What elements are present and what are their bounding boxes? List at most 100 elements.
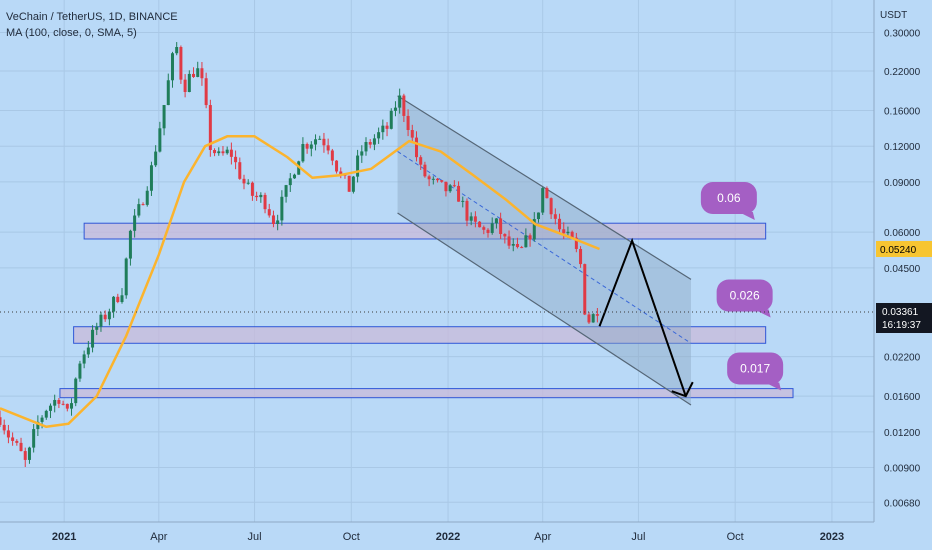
support-zone: [59, 388, 794, 399]
candle-body: [322, 138, 326, 146]
candle-body: [393, 107, 397, 111]
candle-body: [145, 190, 149, 205]
candle-body: [368, 142, 372, 145]
y-tick-label: 0.01200: [884, 428, 921, 439]
candle-body: [208, 105, 212, 151]
candle-body: [124, 258, 128, 296]
candle-body: [347, 175, 351, 192]
candle-body: [133, 215, 137, 231]
candle-body: [280, 196, 284, 221]
candle-body: [292, 174, 296, 179]
candle-body: [288, 178, 292, 186]
candle-body: [579, 248, 583, 265]
candle-body: [524, 235, 528, 248]
y-tick-label: 0.16000: [884, 107, 921, 118]
candle-body: [0, 417, 2, 425]
candle-body: [448, 185, 452, 192]
candle-body: [82, 354, 86, 364]
candle-body: [440, 180, 444, 182]
y-tick-label: 0.00680: [884, 498, 921, 509]
candle-body: [532, 219, 536, 240]
candle-body: [107, 311, 111, 320]
candle-body: [116, 296, 120, 303]
candle-body: [158, 128, 162, 152]
annotation-text: 0.026: [730, 289, 760, 303]
candle-body: [305, 144, 309, 149]
candle-body: [183, 79, 187, 93]
candle-body: [499, 218, 503, 235]
candle-body: [6, 430, 10, 438]
candle-body: [221, 151, 225, 154]
candle-body: [23, 451, 27, 460]
candle-body: [166, 80, 170, 106]
candle-body: [200, 68, 204, 79]
projection-path: [598, 237, 687, 397]
candle-body: [330, 150, 334, 161]
candle-body: [351, 176, 355, 192]
y-tick-label: 0.01600: [884, 392, 921, 403]
annotation-text: 0.017: [740, 361, 770, 375]
candle-body: [427, 176, 431, 180]
candle-body: [137, 204, 141, 216]
ma-price-tag: [876, 240, 932, 257]
current-price-text: 0.03361: [882, 307, 919, 318]
candle-body: [541, 188, 545, 213]
candle-body: [515, 244, 519, 248]
candle-body: [217, 151, 221, 154]
candle-body: [259, 194, 263, 198]
indicator-label[interactable]: MA (100, close, 0, SMA, 5): [6, 27, 137, 39]
candle-body: [99, 314, 103, 327]
candle-body: [444, 181, 448, 192]
candle-body: [473, 216, 477, 222]
candle-body: [553, 214, 557, 219]
candle-body: [70, 403, 74, 409]
candle-body: [326, 145, 330, 151]
annotation-bubble: [716, 279, 773, 312]
candle-body: [465, 200, 469, 221]
candle-body: [452, 185, 456, 187]
symbol-title[interactable]: VeChain / TetherUS, 1D, BINANCE: [6, 11, 178, 23]
candle-body: [65, 403, 69, 409]
x-tick-label: Oct: [727, 531, 744, 543]
annotation-bubble: [727, 352, 784, 385]
candle-body: [53, 399, 57, 406]
candle-body: [410, 130, 414, 138]
price-axis[interactable]: [874, 0, 932, 550]
candle-body: [61, 403, 65, 405]
candle-body: [32, 429, 36, 448]
countdown-text: 16:19:37: [882, 320, 921, 331]
candle-body: [591, 314, 595, 323]
annotation-text: 0.06: [717, 191, 741, 205]
candle-body: [175, 47, 179, 54]
candle-body: [213, 150, 217, 154]
x-tick-label: 2021: [52, 531, 76, 543]
candle-body: [263, 194, 267, 210]
candle-body: [545, 188, 549, 199]
x-tick-label: Apr: [534, 531, 551, 543]
y-tick-label: 0.02200: [884, 353, 921, 364]
candle-body: [74, 378, 78, 404]
candle-body: [398, 95, 402, 108]
candle-body: [457, 185, 461, 202]
candle-body: [318, 138, 322, 140]
candle-body: [595, 314, 599, 316]
candle-body: [520, 247, 524, 249]
candle-body: [255, 195, 259, 198]
candle-body: [276, 220, 280, 224]
y-axis-ticks: 0.30000 0.22000 0.16000 0.12000 0.09000 0.060…: [884, 29, 921, 510]
x-axis-ticks: 2021 Apr Jul Oct 2022 Apr Jul Oct 2023: [52, 531, 844, 543]
candle-body: [309, 144, 313, 149]
candle-body: [112, 296, 116, 312]
candle-body: [271, 215, 275, 224]
candle-body: [469, 216, 473, 221]
candle-body: [86, 347, 90, 355]
candle-body: [339, 171, 343, 175]
candle-body: [238, 162, 242, 179]
candle-body: [490, 223, 494, 233]
y-tick-label: 0.00900: [884, 464, 921, 475]
candle-body: [154, 151, 158, 166]
current-price-tag: [876, 303, 932, 333]
candle-body: [402, 95, 406, 116]
candle-body: [566, 231, 570, 234]
